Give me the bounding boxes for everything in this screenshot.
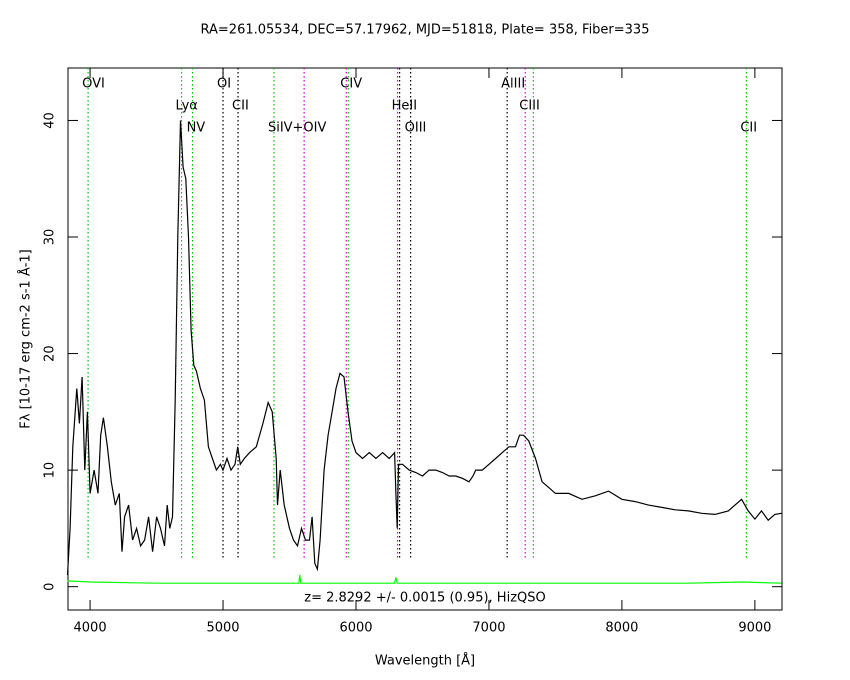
line-label: NV (187, 121, 206, 136)
x-axis-label: Wavelength [Å] (375, 653, 475, 669)
line-label: HeII (392, 99, 417, 114)
line-label: CII (740, 121, 757, 136)
line-label: CIII (519, 99, 540, 114)
y-tick-label: 40 (43, 112, 58, 129)
line-label: OIII (405, 121, 427, 136)
line-label: OI (217, 77, 231, 92)
spectrum-line (67, 574, 782, 584)
x-tick-label: 8000 (605, 621, 638, 636)
line-label: Lyα (176, 99, 198, 114)
y-tick-label: 10 (43, 462, 58, 479)
x-tick-label: 7000 (472, 621, 505, 636)
chart-title: RA=261.05534, DEC=57.17962, MJD=51818, P… (201, 23, 650, 38)
spectrum-line (66, 120, 782, 576)
line-label: AlIII (501, 77, 525, 92)
x-tick-label: 6000 (339, 621, 372, 636)
plot-frame (67, 67, 783, 611)
y-tick-label: 0 (43, 583, 58, 591)
annotation: z= 2.8292 +/- 0.0015 (0.95), HizQSO (304, 591, 545, 606)
line-label: CIV (340, 77, 362, 92)
y-tick-label: 30 (43, 229, 58, 246)
line-label: OVI (82, 77, 105, 92)
line-label: CII (232, 99, 249, 114)
x-tick-label: 4000 (74, 621, 107, 636)
x-tick-label: 5000 (206, 621, 239, 636)
y-axis-label: Fλ [10-17 erg cm-2 s-1 Å-1] (18, 249, 34, 428)
line-label: SiIV+OIV (268, 121, 327, 136)
y-tick-label: 20 (43, 345, 58, 362)
x-tick-label: 9000 (738, 621, 771, 636)
